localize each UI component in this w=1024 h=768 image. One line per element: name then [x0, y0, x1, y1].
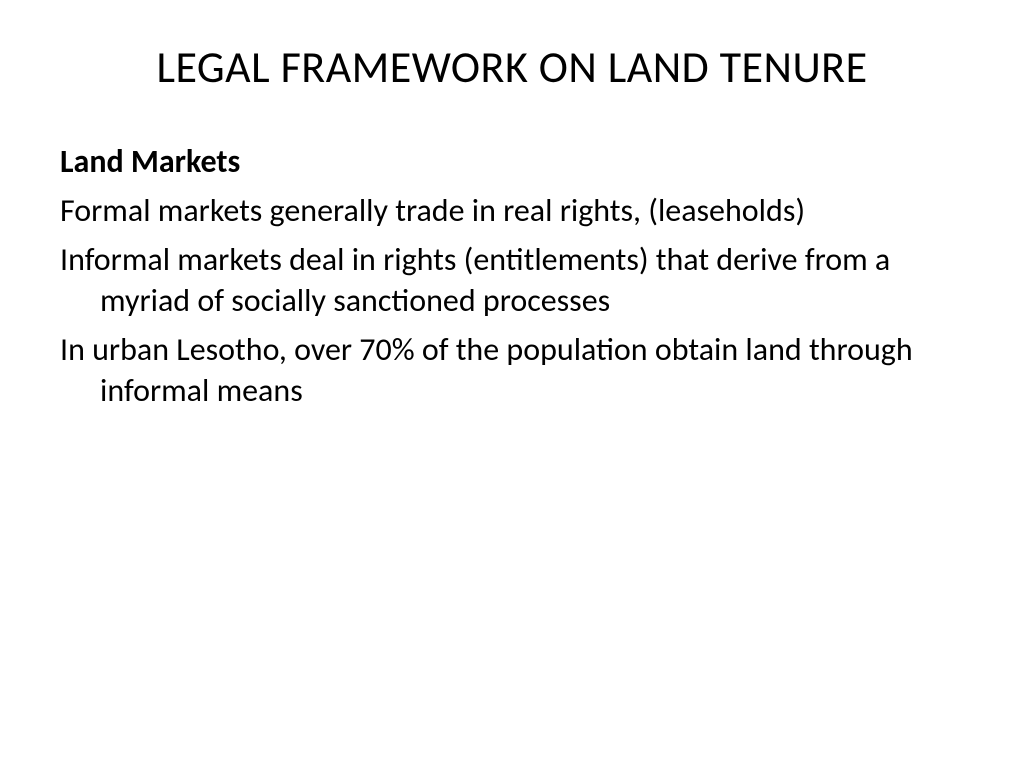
subheading: Land Markets	[60, 142, 964, 183]
slide-body: Land Markets Formal markets generally tr…	[60, 142, 964, 412]
paragraph: In urban Lesotho, over 70% of the popula…	[60, 330, 964, 412]
slide-title: LEGAL FRAMEWORK ON LAND TENURE	[60, 40, 964, 94]
paragraph: Informal markets deal in rights (entitle…	[60, 240, 964, 322]
paragraph: Formal markets generally trade in real r…	[60, 191, 964, 232]
slide: LEGAL FRAMEWORK ON LAND TENURE Land Mark…	[0, 0, 1024, 768]
